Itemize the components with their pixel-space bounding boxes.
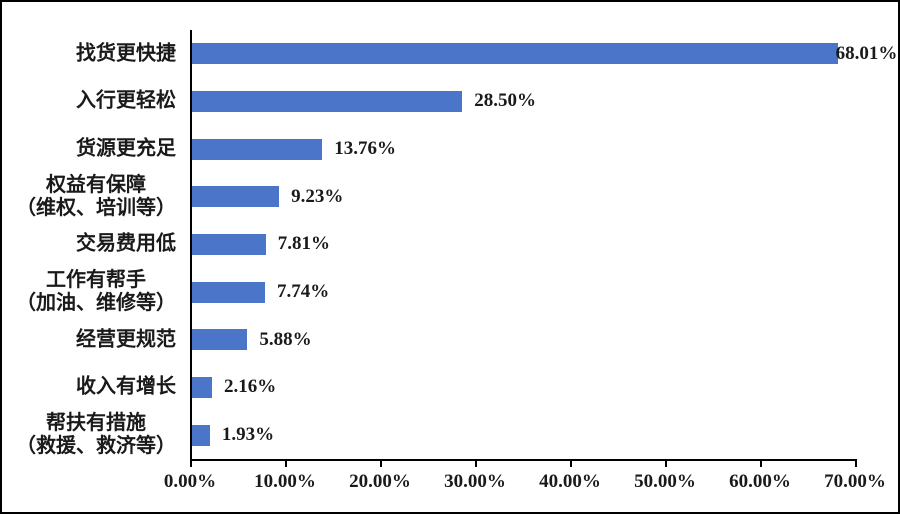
value-label: 7.81% — [277, 233, 330, 255]
category-label: 入行更轻松 — [76, 89, 176, 112]
value-label: 7.74% — [277, 281, 330, 303]
x-tick — [190, 459, 192, 467]
value-label: 1.93% — [221, 424, 275, 446]
x-tick-label: 60.00% — [729, 471, 791, 492]
category-label: 帮扶有措施 （救援、救济等） — [16, 412, 176, 458]
bar — [191, 90, 463, 112]
x-tick — [570, 459, 572, 467]
x-tick-label: 30.00% — [444, 471, 506, 492]
x-tick — [475, 459, 477, 467]
bar — [191, 138, 323, 160]
category-label: 经营更规范 — [76, 328, 176, 351]
value-label: 2.16% — [224, 376, 277, 398]
bar — [191, 281, 266, 303]
x-tick — [855, 459, 857, 467]
bar — [191, 233, 266, 255]
x-tick-label: 50.00% — [634, 471, 696, 492]
bar — [191, 376, 213, 398]
category-label: 权益有保障 （维权、培训等） — [16, 173, 176, 219]
value-label: 28.50% — [474, 90, 536, 112]
x-tick-label: 40.00% — [539, 471, 601, 492]
category-label: 交易费用低 — [76, 232, 176, 255]
category-label: 找货更快捷 — [76, 42, 176, 65]
x-tick-label: 10.00% — [254, 471, 316, 492]
value-label: 68.01% — [835, 42, 898, 64]
x-tick — [665, 459, 667, 467]
x-axis-line — [190, 459, 857, 461]
value-label: 13.76% — [334, 138, 396, 160]
category-label: 货源更充足 — [76, 137, 176, 160]
x-tick-label: 0.00% — [163, 471, 217, 492]
category-label: 收入有增长 — [76, 375, 176, 398]
bar — [191, 424, 210, 446]
x-tick-label: 70.00% — [824, 471, 886, 492]
bar — [191, 43, 838, 65]
bar — [191, 186, 280, 208]
x-tick — [380, 459, 382, 467]
value-label: 5.88% — [259, 328, 312, 350]
value-label: 9.23% — [291, 185, 344, 207]
x-tick — [285, 459, 287, 467]
x-tick-label: 20.00% — [349, 471, 411, 492]
bar — [191, 329, 248, 351]
category-label: 工作有帮手 （加油、维修等） — [16, 269, 176, 315]
y-axis-line — [190, 30, 192, 461]
x-tick — [760, 459, 762, 467]
